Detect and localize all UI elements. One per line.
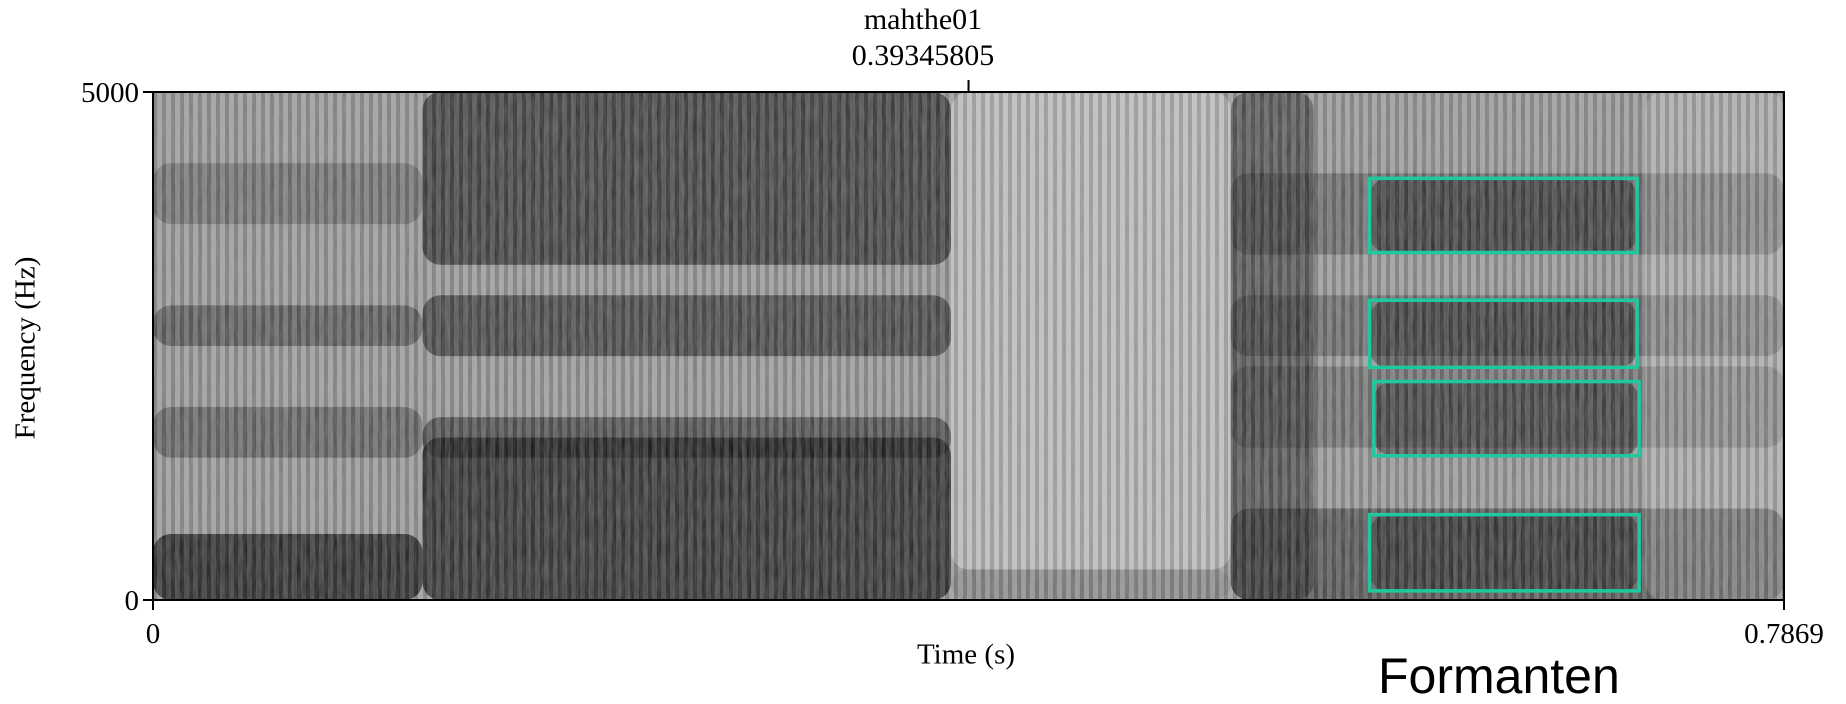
- x-tick-label: 0.7869: [1744, 618, 1824, 650]
- cursor-time-readout: 0.39345805: [851, 39, 995, 72]
- y-axis-label: Frequency (Hz): [9, 256, 42, 440]
- formant-box: [1372, 379, 1641, 458]
- x-axis-label: Time (s): [916, 638, 1016, 671]
- y-tick-label: 5000: [81, 77, 139, 109]
- formant-box: [1367, 298, 1639, 370]
- y-tick-label: 0: [125, 585, 140, 617]
- chart-title: mahthe01: [863, 3, 983, 36]
- x-tick-label: 0: [146, 618, 161, 650]
- spectral-noise: [153, 92, 1784, 600]
- formant-box: [1367, 176, 1639, 255]
- formanten-annotation: Formanten: [1378, 648, 1620, 704]
- formant-box: [1367, 512, 1641, 593]
